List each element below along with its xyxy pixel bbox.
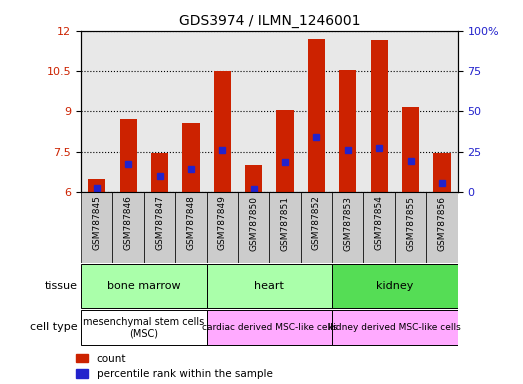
FancyBboxPatch shape <box>144 192 175 263</box>
Title: GDS3974 / ILMN_1246001: GDS3974 / ILMN_1246001 <box>178 14 360 28</box>
Text: mesenchymal stem cells
(MSC): mesenchymal stem cells (MSC) <box>83 316 204 338</box>
Bar <box>433 153 450 192</box>
Bar <box>245 165 262 192</box>
Text: GSM787850: GSM787850 <box>249 195 258 250</box>
FancyBboxPatch shape <box>207 192 238 263</box>
Text: GSM787855: GSM787855 <box>406 195 415 250</box>
FancyBboxPatch shape <box>207 264 332 308</box>
Bar <box>88 179 105 192</box>
Text: GSM787845: GSM787845 <box>92 195 101 250</box>
Text: cell type: cell type <box>30 322 78 333</box>
FancyBboxPatch shape <box>269 192 301 263</box>
Text: GSM787852: GSM787852 <box>312 195 321 250</box>
Text: GSM787849: GSM787849 <box>218 195 227 250</box>
Bar <box>119 119 137 192</box>
Text: GSM787856: GSM787856 <box>437 195 447 250</box>
Text: cardiac derived MSC-like cells: cardiac derived MSC-like cells <box>202 323 337 332</box>
Bar <box>308 39 325 192</box>
Text: kidney derived MSC-like cells: kidney derived MSC-like cells <box>328 323 461 332</box>
FancyBboxPatch shape <box>81 192 112 263</box>
Text: GSM787853: GSM787853 <box>343 195 353 250</box>
Bar <box>213 71 231 192</box>
Bar <box>339 70 356 192</box>
Bar <box>402 107 419 192</box>
Text: GSM787851: GSM787851 <box>280 195 290 250</box>
FancyBboxPatch shape <box>81 310 207 345</box>
Text: GSM787854: GSM787854 <box>374 195 384 250</box>
FancyBboxPatch shape <box>81 264 207 308</box>
FancyBboxPatch shape <box>332 192 363 263</box>
FancyBboxPatch shape <box>238 192 269 263</box>
FancyBboxPatch shape <box>175 192 207 263</box>
Bar <box>370 40 388 192</box>
Text: tissue: tissue <box>45 281 78 291</box>
Text: GSM787848: GSM787848 <box>186 195 196 250</box>
FancyBboxPatch shape <box>112 192 144 263</box>
Text: heart: heart <box>254 281 285 291</box>
FancyBboxPatch shape <box>395 192 426 263</box>
FancyBboxPatch shape <box>301 192 332 263</box>
Text: GSM787846: GSM787846 <box>123 195 133 250</box>
FancyBboxPatch shape <box>207 310 332 345</box>
FancyBboxPatch shape <box>363 192 395 263</box>
FancyBboxPatch shape <box>426 192 458 263</box>
Text: GSM787847: GSM787847 <box>155 195 164 250</box>
Bar <box>182 123 199 192</box>
Text: kidney: kidney <box>376 281 414 291</box>
FancyBboxPatch shape <box>332 310 458 345</box>
Bar <box>151 153 168 192</box>
FancyBboxPatch shape <box>332 264 458 308</box>
Bar <box>276 110 293 192</box>
Legend: count, percentile rank within the sample: count, percentile rank within the sample <box>76 354 272 379</box>
Text: bone marrow: bone marrow <box>107 281 180 291</box>
